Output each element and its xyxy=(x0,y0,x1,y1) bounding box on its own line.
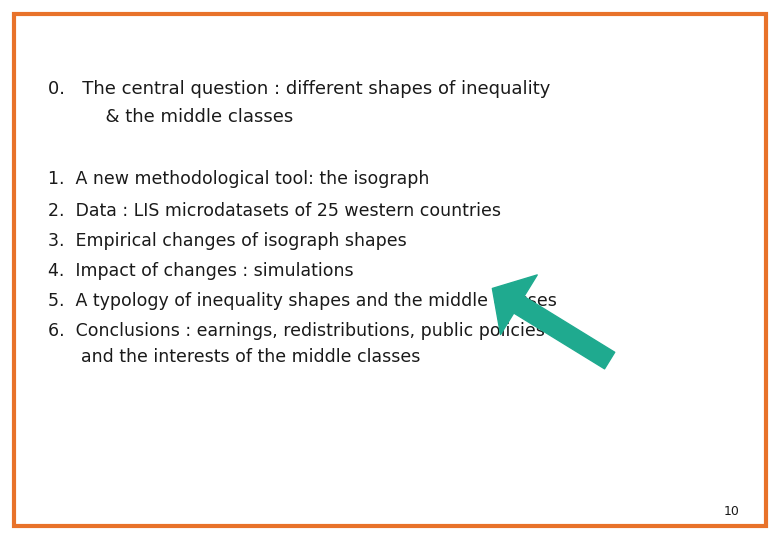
Text: 1.  A new methodological tool: the isograph: 1. A new methodological tool: the isogra… xyxy=(48,170,429,188)
Text: 2.  Data : LIS microdatasets of 25 western countries: 2. Data : LIS microdatasets of 25 wester… xyxy=(48,202,501,220)
Text: 6.  Conclusions : earnings, redistributions, public policies: 6. Conclusions : earnings, redistributio… xyxy=(48,322,545,340)
Text: 3.  Empirical changes of isograph shapes: 3. Empirical changes of isograph shapes xyxy=(48,232,406,250)
Text: 0.   The central question : different shapes of inequality: 0. The central question : different shap… xyxy=(48,80,551,98)
Text: and the interests of the middle classes: and the interests of the middle classes xyxy=(48,348,420,366)
Text: & the middle classes: & the middle classes xyxy=(48,108,293,126)
Text: 4.  Impact of changes : simulations: 4. Impact of changes : simulations xyxy=(48,262,353,280)
Text: 10: 10 xyxy=(724,505,740,518)
Text: 5.  A typology of inequality shapes and the middle classes: 5. A typology of inequality shapes and t… xyxy=(48,292,557,310)
